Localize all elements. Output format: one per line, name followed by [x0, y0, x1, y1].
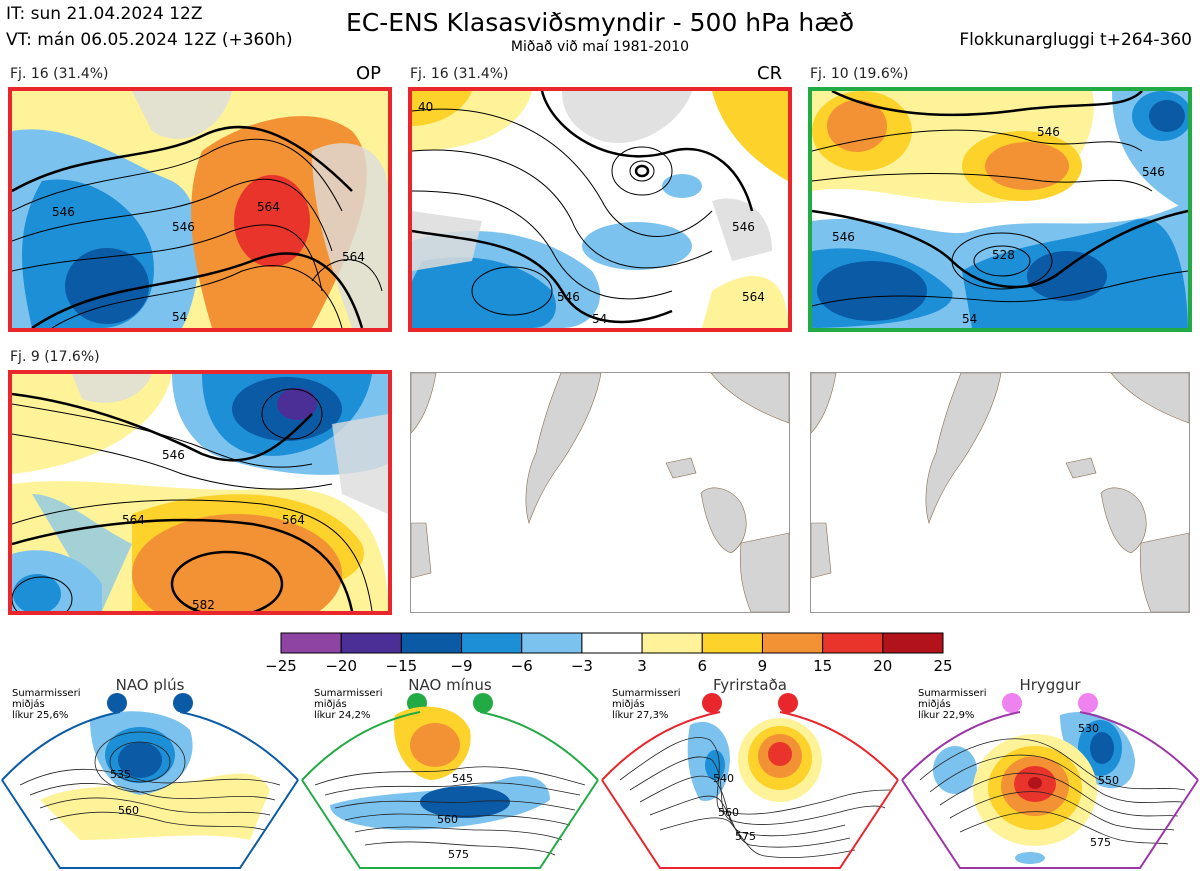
colorbar-swatch: [340, 632, 402, 654]
regime-1-map: 535 560: [1, 693, 299, 869]
regime-contour-label: 535: [110, 768, 131, 781]
contour-label: 546: [732, 220, 755, 234]
init-time: IT: sun 21.04.2024 12Z: [6, 4, 203, 24]
regime-contour-label: 530: [1078, 722, 1099, 735]
cluster-3-label: Fj. 10 (19.6%): [810, 66, 909, 82]
colorbar-tick-label: 6: [697, 657, 708, 675]
cluster-4-anomaly: 546 564 564 582: [12, 374, 388, 611]
cluster-1-anomaly: 546 564 546 564 54: [12, 91, 388, 328]
colorbar-tick-label: −20: [325, 657, 357, 675]
colorbar-swatch: [882, 632, 944, 654]
empty-map-2: [810, 372, 1190, 613]
cluster-2-anomaly: 40 546 546 564 54: [412, 91, 788, 328]
cluster-1-label: Fj. 16 (31.4%): [10, 66, 109, 82]
regime-marker-icon: [1002, 693, 1022, 713]
regime-contour-label: 540: [713, 772, 734, 785]
contour-label: 546: [1037, 125, 1060, 139]
regime-2-map: 545 560 575: [301, 693, 599, 869]
contour-label: 564: [122, 513, 145, 527]
colorbar-swatch: [461, 632, 523, 654]
regime-2-note: Sumarmisseri miðjás líkur 24,2%: [314, 688, 383, 721]
colorbar-tick-label: 20: [873, 657, 893, 675]
contour-label: 546: [557, 290, 580, 304]
page-title: EC-ENS Klasasviðsmyndir - 500 hPa hæð: [345, 8, 855, 37]
colorbar-tick-label: −15: [385, 657, 418, 675]
contour-label: 564: [742, 290, 765, 304]
contour-label: 564: [282, 513, 305, 527]
regime-contour-label: 560: [718, 806, 739, 819]
valid-time: VT: mán 06.05.2024 12Z (+360h): [6, 30, 293, 50]
colorbar-tick-label: 25: [933, 657, 953, 675]
colorbar-swatch: [641, 632, 703, 654]
contour-label: 564: [342, 250, 365, 264]
regime-marker-icon: [173, 693, 193, 713]
cluster-2-label: Fj. 16 (31.4%): [410, 66, 509, 82]
page-subtitle: Miðað við maí 1981-2010: [510, 39, 690, 55]
contour-label: 528: [992, 248, 1015, 262]
colorbar-swatch: [280, 632, 342, 654]
colorbar: [280, 632, 944, 654]
empty-map-land: [811, 373, 1189, 612]
contour-label: 54: [592, 312, 607, 326]
empty-map-1: [410, 372, 790, 613]
regime-marker-icon: [702, 693, 722, 713]
contour-label: 546: [832, 230, 855, 244]
regime-contour-label: 575: [1090, 836, 1111, 849]
colorbar-swatch: [581, 632, 643, 654]
contour-label: 54: [172, 310, 187, 324]
regime-4-note: Sumarmisseri miðjás líkur 22,9%: [918, 688, 987, 721]
cluster-1-tag: OP: [356, 63, 382, 84]
colorbar-swatch: [521, 632, 583, 654]
regime-4-map: 530 550 575: [901, 693, 1199, 869]
regime-contour-label: 575: [735, 830, 756, 843]
contour-label: 582: [192, 598, 215, 611]
regime-3-map: 540 560 575: [601, 693, 899, 869]
regime-4-title: Hryggur: [1019, 676, 1081, 694]
colorbar-swatch: [761, 632, 824, 654]
contour-label: 546: [1142, 165, 1165, 179]
regime-marker-icon: [107, 693, 127, 713]
contour-label: 546: [52, 205, 75, 219]
regime-marker-icon: [473, 693, 493, 713]
contour-label: 54: [962, 312, 977, 326]
regime-1-note: Sumarmisseri miðjás líkur 25,6%: [12, 688, 81, 721]
colorbar-swatch: [400, 632, 463, 654]
regime-contour-label: 575: [448, 848, 469, 861]
regime-1-title: NAO plús: [115, 676, 185, 694]
regime-contour-label: 560: [118, 804, 139, 817]
contour-label: 546: [172, 220, 195, 234]
colorbar-tick-label: −3: [570, 657, 593, 675]
cluster-2-map: 40 546 546 564 54: [408, 87, 792, 332]
colorbar-swatch: [701, 632, 763, 654]
regime-contour-label: 545: [452, 772, 473, 785]
cluster-1-map: 546 564 546 564 54: [8, 87, 392, 332]
cluster-3-map: 546 528 546 546 54: [808, 87, 1192, 332]
contour-label: 40: [418, 100, 433, 114]
cluster-2-tag: CR: [757, 63, 783, 84]
colorbar-swatch: [822, 632, 884, 654]
colorbar-tick-label: −6: [510, 657, 533, 675]
regime-marker-icon: [1078, 693, 1098, 713]
cluster-3-anomaly: 546 528 546 546 54: [812, 91, 1188, 328]
contour-label: 546: [162, 448, 185, 462]
colorbar-tick-label: −9: [450, 657, 473, 675]
empty-map-land: [411, 373, 789, 612]
regime-contour-label: 560: [437, 813, 458, 826]
contour-label: 564: [257, 200, 280, 214]
colorbar-tick-label: 15: [813, 657, 833, 675]
colorbar-tick-label: 9: [757, 657, 768, 675]
regime-2-title: NAO mínus: [408, 676, 492, 694]
colorbar-tick-label: 3: [637, 657, 647, 675]
regime-marker-icon: [778, 693, 798, 713]
cluster-4-map: 546 564 564 582: [8, 370, 392, 615]
regime-3-note: Sumarmisseri miðjás líkur 27,3%: [612, 688, 681, 721]
colorbar-tick-label: −25: [265, 657, 297, 675]
regime-3-title: Fyrirstaða: [713, 676, 787, 694]
classification-window: Flokkunargluggi t+264-360: [959, 30, 1192, 50]
regime-contour-label: 550: [1098, 774, 1119, 787]
cluster-4-label: Fj. 9 (17.6%): [10, 349, 100, 365]
